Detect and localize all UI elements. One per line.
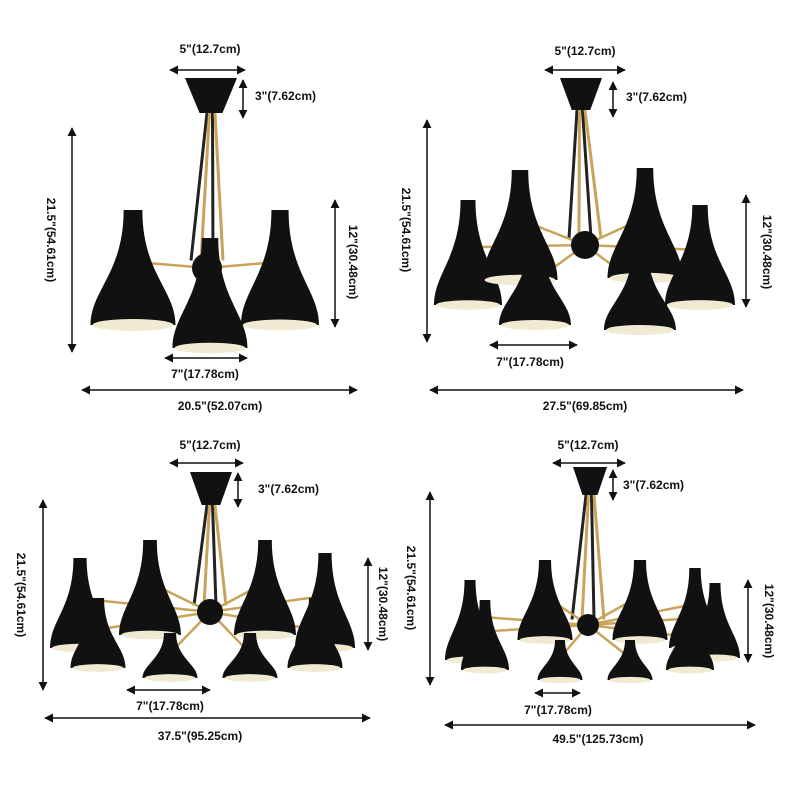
lamp-shade xyxy=(142,633,198,678)
lamp-shade xyxy=(287,598,343,668)
lamp-shade-inner xyxy=(224,674,276,682)
lamp-shade-inner xyxy=(667,300,733,310)
hub xyxy=(577,614,599,636)
lamp-shade-inner xyxy=(72,664,124,672)
height-label: 21.5"(54.61cm) xyxy=(44,198,58,282)
lamp-shade xyxy=(172,238,248,348)
hub xyxy=(571,231,599,259)
lamp-shade xyxy=(90,210,176,325)
lamp-shade xyxy=(604,250,676,330)
lamp-shade-inner xyxy=(436,300,500,310)
rod xyxy=(211,112,215,261)
rod xyxy=(590,494,596,620)
canopy-width-label: 5"(12.7cm) xyxy=(179,42,240,56)
rod xyxy=(189,112,209,261)
lamp-shade xyxy=(234,540,296,635)
rod xyxy=(580,494,590,620)
width-label: 37.5"(95.25cm) xyxy=(158,729,242,743)
canopy xyxy=(560,78,602,110)
lamp-shade-inner xyxy=(609,676,651,684)
shade-width-label: 7"(17.78cm) xyxy=(136,699,204,713)
lamp-shade xyxy=(482,170,558,280)
rod xyxy=(577,109,581,239)
width-label: 49.5"(125.73cm) xyxy=(552,732,643,746)
canopy-height-label: 3"(7.62cm) xyxy=(623,478,684,492)
width-label: 20.5"(52.07cm) xyxy=(178,399,262,413)
canopy-width-label: 5"(12.7cm) xyxy=(179,438,240,452)
canopy xyxy=(185,78,237,113)
shade-height-label: 12"(30.48cm) xyxy=(346,225,360,299)
rod xyxy=(570,494,588,620)
lamp-shade-inner xyxy=(174,342,246,354)
canopy-height-label: 3"(7.62cm) xyxy=(258,482,319,496)
rod xyxy=(213,504,228,606)
canopy-height-label: 3"(7.62cm) xyxy=(255,89,316,103)
canopy xyxy=(190,472,232,505)
rod xyxy=(199,112,211,261)
lamp-shade-inner xyxy=(501,319,569,331)
shade-height-label: 12"(30.48cm) xyxy=(762,584,776,658)
canopy-width-label: 5"(12.7cm) xyxy=(557,438,618,452)
height-label: 21.5"(54.61cm) xyxy=(399,188,413,272)
lamp-shade-inner xyxy=(614,636,666,644)
rod xyxy=(211,504,218,606)
canopy-width-label: 5"(12.7cm) xyxy=(554,44,615,58)
rod xyxy=(192,504,209,606)
lamp-shade xyxy=(690,583,740,658)
lamp-shade-inner xyxy=(668,666,712,674)
shade-width-label: 7"(17.78cm) xyxy=(524,703,592,717)
canopy xyxy=(573,467,607,495)
lamp-shade xyxy=(612,560,668,640)
shade-height-label: 12"(30.48cm) xyxy=(376,567,390,641)
lamp-shade xyxy=(537,640,583,680)
rod xyxy=(581,109,593,239)
lamp-shade-inner xyxy=(144,674,196,682)
height-label: 21.5"(54.61cm) xyxy=(404,546,418,630)
canopy-height-label: 3"(7.62cm) xyxy=(626,90,687,104)
lamp-shade xyxy=(666,610,714,670)
rod xyxy=(567,109,579,239)
rod xyxy=(202,504,211,606)
hub xyxy=(197,599,223,625)
lamp-shade xyxy=(241,210,319,325)
lamp-shade-inner xyxy=(289,664,341,672)
shade-height-label: 12"(30.48cm) xyxy=(760,215,774,289)
width-label: 27.5"(69.85cm) xyxy=(543,399,627,413)
shade-width-label: 7"(17.78cm) xyxy=(496,355,564,369)
lamp-shade xyxy=(517,560,573,640)
rod xyxy=(592,494,606,620)
shade-width-label: 7"(17.78cm) xyxy=(171,367,239,381)
lamp-shade-inner xyxy=(463,666,507,674)
rod xyxy=(583,109,603,239)
lamp-shade xyxy=(607,640,653,680)
lamp-shade xyxy=(499,245,571,325)
rod xyxy=(213,112,225,261)
lamp-shade-inner xyxy=(243,319,317,331)
lamp-shade xyxy=(119,540,181,635)
lamp-shade xyxy=(607,168,683,278)
lamp-shade xyxy=(222,633,278,678)
lamp-shade xyxy=(665,205,735,305)
lamp-shade-inner xyxy=(92,319,174,331)
lamp-shade-inner xyxy=(539,676,581,684)
lamp-shade xyxy=(70,598,126,668)
lamp-shade-inner xyxy=(606,324,674,336)
lamp-shade xyxy=(461,600,509,670)
height-label: 21.5"(54.61cm) xyxy=(14,553,28,637)
